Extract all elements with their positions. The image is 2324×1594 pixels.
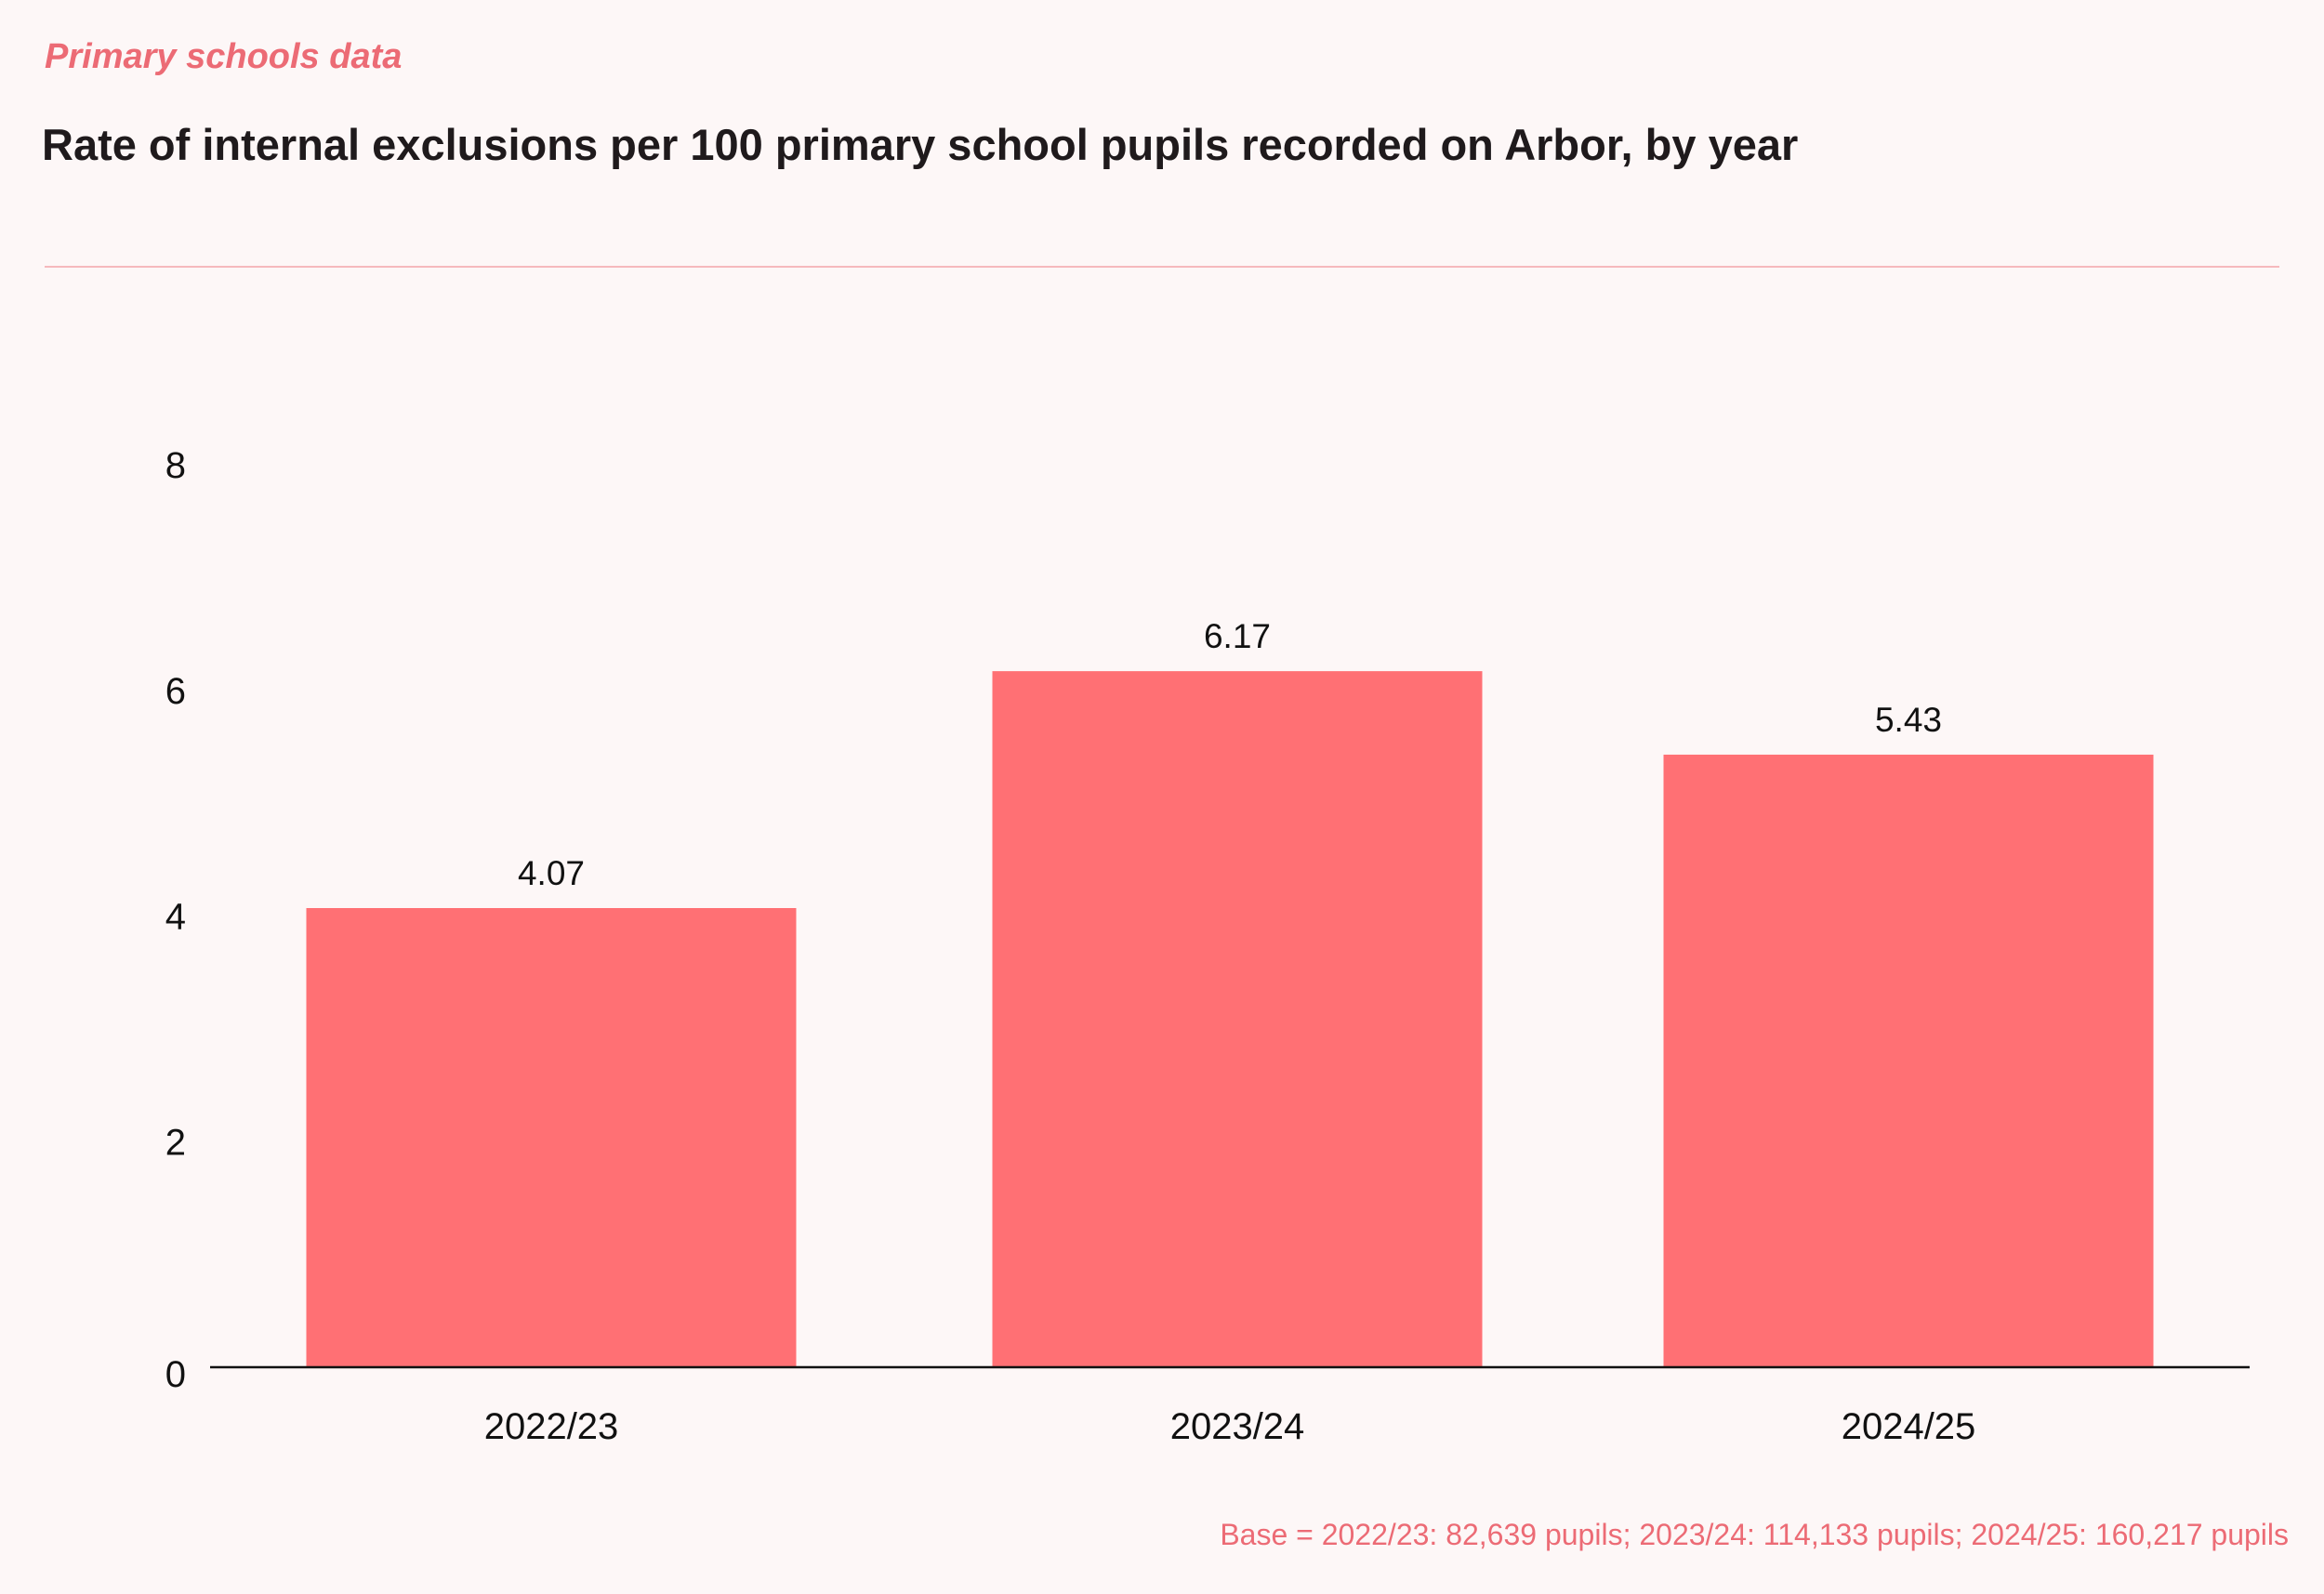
- y-tick-label: 0: [165, 1354, 186, 1395]
- bar-value-label: 6.17: [1204, 617, 1271, 655]
- y-axis-ticks: 0 2 4 6 8: [165, 445, 186, 1395]
- bar-2024-25: [1663, 754, 2154, 1367]
- bar-2023-24: [992, 671, 1483, 1367]
- x-category-label: 2023/24: [1170, 1406, 1305, 1447]
- x-axis-category-labels: 2022/23 2023/24 2024/25: [484, 1406, 1976, 1447]
- bar-value-label: 5.43: [1875, 701, 1942, 739]
- base-footnote: Base = 2022/23: 82,639 pupils; 2023/24: …: [1220, 1518, 2289, 1551]
- chart-title: Rate of internal exclusions per 100 prim…: [42, 120, 1799, 169]
- bar-value-labels: 4.07 6.17 5.43: [518, 617, 1942, 892]
- y-tick-label: 4: [165, 897, 186, 938]
- bars: [306, 671, 2154, 1367]
- y-tick-label: 8: [165, 445, 186, 486]
- bar-value-label: 4.07: [518, 854, 585, 892]
- x-category-label: 2022/23: [484, 1406, 619, 1447]
- y-tick-label: 6: [165, 671, 186, 712]
- bar-2022-23: [306, 908, 797, 1367]
- header-divider: [45, 266, 2279, 268]
- x-category-label: 2024/25: [1842, 1406, 1976, 1447]
- section-eyebrow: Primary schools data: [45, 37, 403, 76]
- y-tick-label: 2: [165, 1122, 186, 1163]
